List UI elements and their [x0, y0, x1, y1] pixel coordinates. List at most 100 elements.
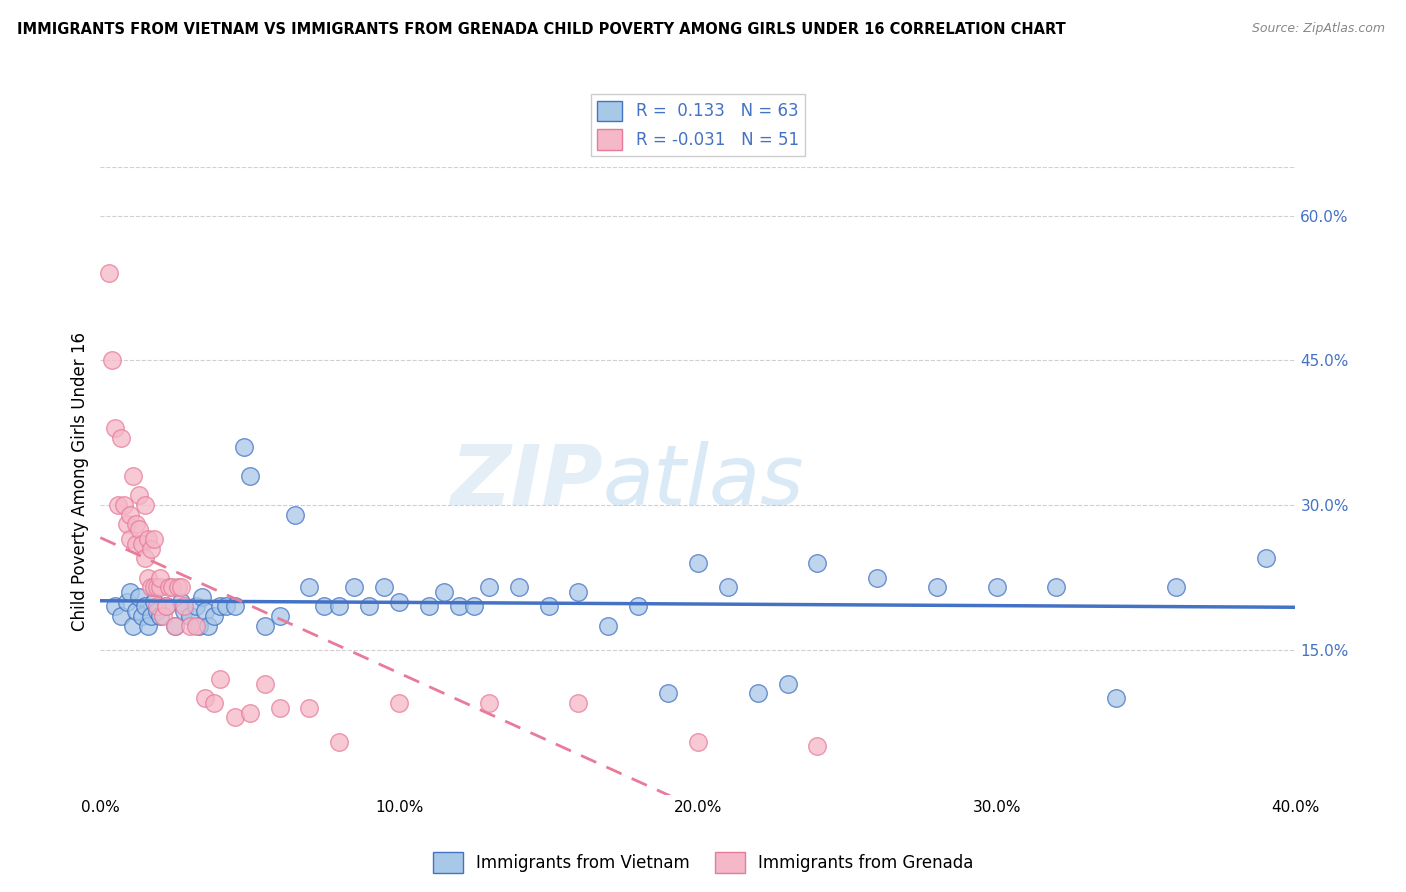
Point — [627, 599, 650, 614]
Point — [191, 590, 214, 604]
Point — [125, 537, 148, 551]
Point — [239, 706, 262, 720]
Point — [418, 599, 440, 614]
Point — [167, 580, 190, 594]
Point — [139, 609, 162, 624]
Point — [239, 469, 262, 483]
Point — [866, 570, 889, 584]
Point — [179, 619, 201, 633]
Point — [925, 580, 948, 594]
Point — [478, 696, 501, 710]
Point — [131, 537, 153, 551]
Point — [143, 580, 166, 594]
Point — [173, 604, 195, 618]
Point — [508, 580, 530, 594]
Point — [776, 676, 799, 690]
Point — [104, 599, 127, 614]
Point — [134, 498, 156, 512]
Text: IMMIGRANTS FROM VIETNAM VS IMMIGRANTS FROM GRENADA CHILD POVERTY AMONG GIRLS UND: IMMIGRANTS FROM VIETNAM VS IMMIGRANTS FR… — [17, 22, 1066, 37]
Point — [136, 619, 159, 633]
Point — [104, 421, 127, 435]
Point — [717, 580, 740, 594]
Point — [149, 570, 172, 584]
Point — [208, 672, 231, 686]
Point — [269, 609, 291, 624]
Point — [128, 522, 150, 536]
Point — [986, 580, 1008, 594]
Point — [146, 580, 169, 594]
Point — [433, 585, 456, 599]
Point — [170, 580, 193, 594]
Point — [128, 488, 150, 502]
Point — [215, 599, 238, 614]
Point — [160, 580, 183, 594]
Point — [149, 580, 172, 594]
Point — [146, 604, 169, 618]
Point — [537, 599, 560, 614]
Point — [478, 580, 501, 594]
Legend: Immigrants from Vietnam, Immigrants from Grenada: Immigrants from Vietnam, Immigrants from… — [426, 846, 980, 880]
Point — [173, 599, 195, 614]
Point — [388, 595, 411, 609]
Point — [112, 498, 135, 512]
Point — [134, 551, 156, 566]
Point — [125, 604, 148, 618]
Point — [253, 619, 276, 633]
Point — [139, 580, 162, 594]
Point — [447, 599, 470, 614]
Point — [120, 585, 142, 599]
Point — [146, 599, 169, 614]
Point — [139, 541, 162, 556]
Point — [115, 595, 138, 609]
Text: atlas: atlas — [602, 441, 804, 522]
Point — [170, 595, 193, 609]
Point — [208, 599, 231, 614]
Point — [143, 595, 166, 609]
Text: ZIP: ZIP — [450, 441, 602, 522]
Point — [657, 686, 679, 700]
Point — [149, 609, 172, 624]
Point — [686, 556, 709, 570]
Point — [115, 517, 138, 532]
Point — [122, 469, 145, 483]
Point — [567, 585, 589, 599]
Point — [143, 532, 166, 546]
Point — [1164, 580, 1187, 594]
Point — [314, 599, 336, 614]
Text: Source: ZipAtlas.com: Source: ZipAtlas.com — [1251, 22, 1385, 36]
Point — [232, 440, 254, 454]
Point — [136, 570, 159, 584]
Point — [155, 599, 177, 614]
Point — [107, 498, 129, 512]
Point — [184, 619, 207, 633]
Legend: R =  0.133   N = 63, R = -0.031   N = 51: R = 0.133 N = 63, R = -0.031 N = 51 — [591, 94, 806, 156]
Y-axis label: Child Poverty Among Girls Under 16: Child Poverty Among Girls Under 16 — [72, 332, 89, 631]
Point — [163, 619, 186, 633]
Point — [224, 599, 246, 614]
Point — [179, 609, 201, 624]
Point — [197, 619, 219, 633]
Point — [269, 701, 291, 715]
Point — [194, 604, 217, 618]
Point — [298, 701, 321, 715]
Point — [202, 609, 225, 624]
Point — [101, 353, 124, 368]
Point — [373, 580, 395, 594]
Point — [298, 580, 321, 594]
Point — [224, 710, 246, 724]
Point — [134, 599, 156, 614]
Point — [283, 508, 305, 522]
Point — [806, 556, 828, 570]
Point — [157, 580, 180, 594]
Point — [806, 739, 828, 754]
Point — [155, 599, 177, 614]
Point — [98, 267, 121, 281]
Point — [388, 696, 411, 710]
Point — [187, 619, 209, 633]
Point — [328, 599, 350, 614]
Point — [202, 696, 225, 710]
Point — [194, 691, 217, 706]
Point — [1254, 551, 1277, 566]
Point — [359, 599, 381, 614]
Point — [163, 619, 186, 633]
